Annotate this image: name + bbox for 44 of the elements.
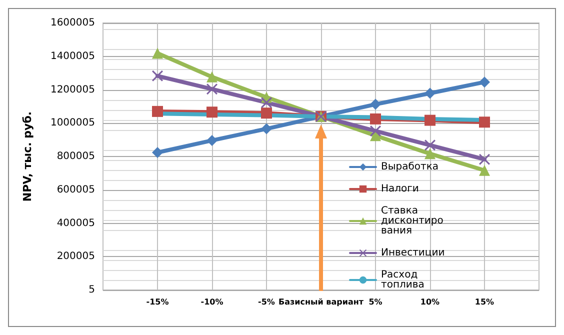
- point: [206, 84, 218, 95]
- x-tick-label: -10%: [200, 298, 224, 306]
- point: [370, 125, 381, 136]
- y-tick-label: 1400005: [50, 50, 95, 62]
- point: [424, 148, 436, 160]
- point: [479, 76, 490, 88]
- x-tick-label: Базисный вариант: [278, 298, 364, 306]
- point: [261, 123, 272, 134]
- x-tick-label: -5%: [258, 298, 275, 306]
- legend-label: Налоги: [381, 184, 419, 194]
- y-tick-label: 1200005: [50, 84, 95, 96]
- x-tick-label: -15%: [146, 298, 169, 306]
- point: [206, 106, 218, 118]
- x-tick-label: 15%: [474, 298, 494, 306]
- point: [261, 97, 272, 108]
- point: [479, 116, 490, 128]
- y-axis-title: NPV, тыс. руб.: [21, 111, 34, 202]
- legend-label: Расход топлива: [381, 270, 424, 290]
- x-tick-label: 5%: [368, 298, 382, 306]
- y-tick-label: 200005: [56, 251, 95, 262]
- legend-label: Инвестиции: [381, 248, 445, 258]
- y-tick-label: 400005: [56, 218, 95, 229]
- y-tick-label: 600005: [56, 184, 95, 196]
- point: [152, 146, 163, 158]
- point: [479, 164, 490, 176]
- point: [152, 70, 163, 82]
- y-tick-label: 800005: [56, 151, 95, 162]
- point: [206, 134, 218, 146]
- point: [370, 98, 381, 110]
- point: [261, 108, 272, 119]
- legend-label: Ставка дисконтирования: [381, 206, 444, 236]
- y-tick-label: 5: [88, 284, 95, 296]
- point: [370, 113, 381, 124]
- point: [479, 154, 490, 165]
- point: [424, 140, 436, 151]
- point: [152, 48, 163, 59]
- point: [206, 71, 218, 82]
- point: [424, 88, 436, 99]
- x-tick-label: 10%: [420, 298, 440, 306]
- legend-label: Выработка: [381, 162, 439, 172]
- point: [424, 114, 436, 126]
- point: [152, 106, 163, 117]
- y-tick-label: 1000005: [50, 118, 95, 129]
- y-tick-label: 1600005: [50, 18, 95, 28]
